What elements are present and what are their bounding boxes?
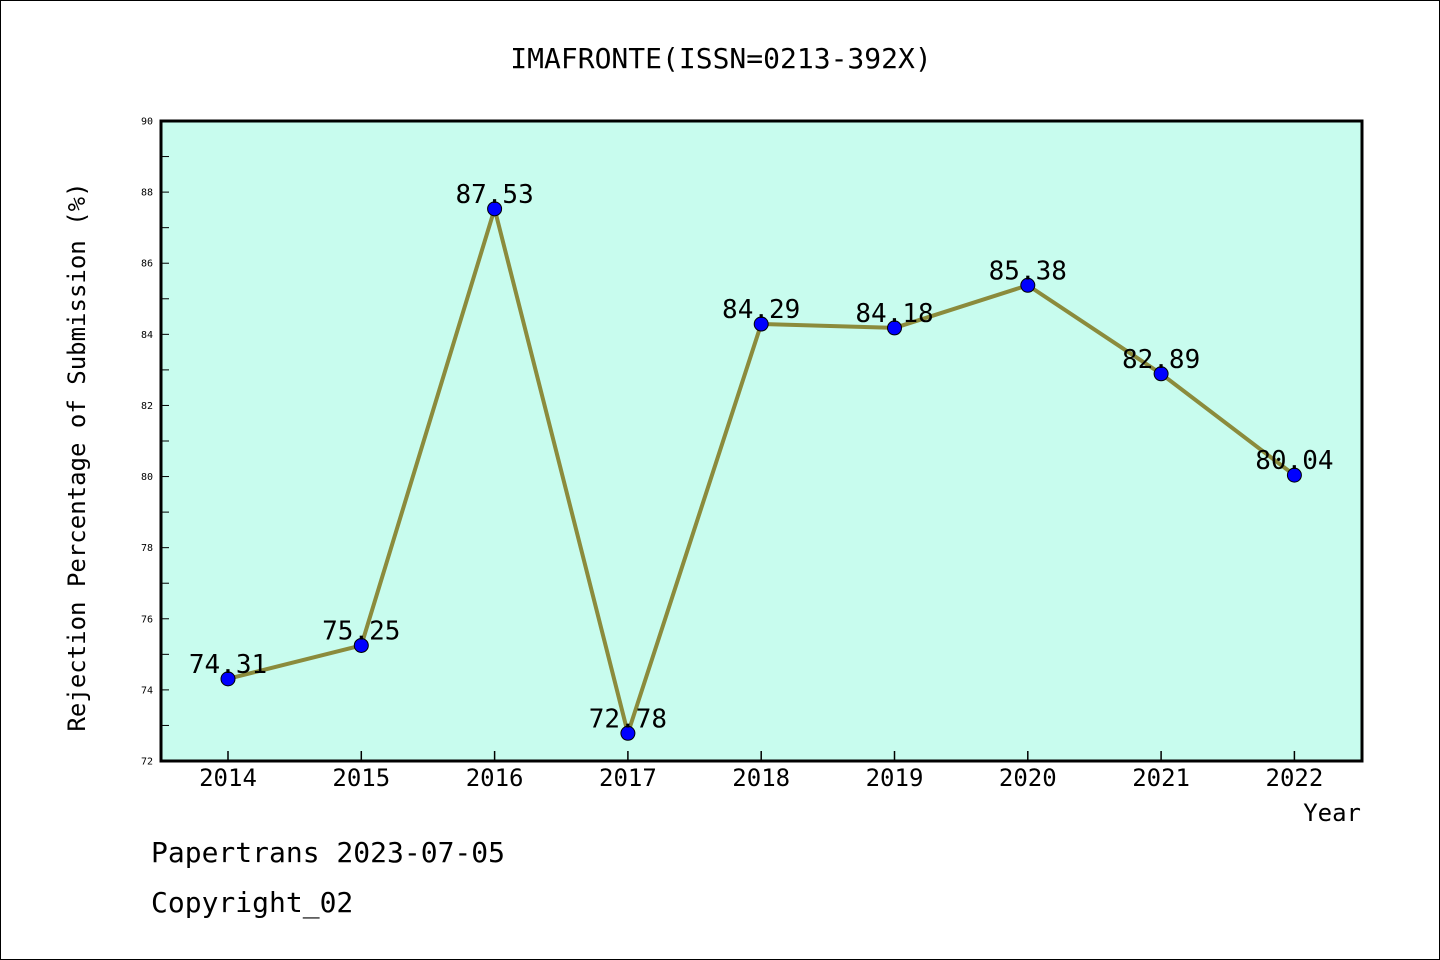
y-tick-label: 78: [141, 543, 153, 554]
data-point-2017: [620, 725, 636, 741]
y-tick-label: 86: [141, 259, 153, 270]
data-point-2018: [753, 316, 769, 332]
plot-frame: [159, 119, 1364, 763]
y-tick-label: 84: [141, 330, 153, 341]
series-line-group: [220, 201, 1302, 741]
data-label-2015: 75.25: [322, 616, 400, 646]
data-label-2017: 72.78: [589, 704, 667, 734]
data-label-2016: 87.53: [455, 180, 533, 210]
data-point-2016: [487, 201, 503, 217]
y-tick-label: 90: [141, 117, 153, 128]
x-tick-label: 2021: [1132, 764, 1190, 792]
x-axis-label: Year: [1303, 799, 1361, 827]
data-label-group: 74.31 75.25 87.53 72.78 84.29 84.18 85.38 82.89…: [189, 180, 1334, 734]
data-point-2020: [1020, 277, 1036, 293]
x-tick-label: 2015: [332, 764, 390, 792]
data-label-2021: 82.89: [1122, 345, 1200, 375]
copyright-text: Copyright_02: [151, 886, 354, 919]
data-label-2019: 84.18: [855, 299, 933, 329]
chart-title: IMAFRONTE(ISSN=0213-392X): [510, 42, 931, 75]
data-label-2020: 85.38: [989, 256, 1067, 286]
y-tick-label: 82: [141, 401, 153, 412]
credit-text: Papertrans 2023-07-05: [151, 836, 506, 869]
data-label-2018: 84.29: [722, 295, 800, 325]
data-label-2014: 74.31: [189, 650, 267, 680]
x-axis: 2014 2015 2016 2017 2018 2019 2020 2021 2022: [199, 751, 1323, 792]
x-tick-label: 2017: [599, 764, 657, 792]
y-tick-label: 88: [141, 188, 153, 199]
x-tick-label: 2019: [866, 764, 924, 792]
data-point-2014: [220, 671, 236, 687]
y-axis-label: Rejection Percentage of Submission (%): [63, 182, 91, 731]
x-tick-label: 2022: [1266, 764, 1324, 792]
data-point-2021: [1153, 366, 1169, 382]
x-tick-label: 2018: [732, 764, 790, 792]
data-point-2015: [353, 637, 369, 653]
y-tick-label: 80: [141, 472, 153, 483]
x-tick-label: 2014: [199, 764, 257, 792]
y-tick-label: 72: [141, 757, 153, 768]
x-tick-label: 2020: [999, 764, 1057, 792]
data-label-2022: 80.04: [1255, 446, 1333, 476]
y-tick-label: 74: [141, 685, 153, 696]
data-point-2019: [887, 320, 902, 336]
data-point-2022: [1286, 467, 1302, 483]
y-axis: 72 74 76 78 80 82 84 86 88 90: [141, 117, 169, 768]
plot-area: [161, 121, 1362, 761]
x-tick-label: 2016: [466, 764, 524, 792]
y-tick-label: 76: [141, 614, 153, 625]
